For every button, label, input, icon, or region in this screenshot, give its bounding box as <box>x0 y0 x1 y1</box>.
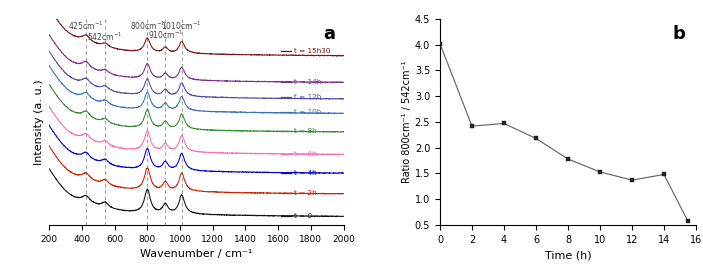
Text: t = 2h: t = 2h <box>294 190 316 196</box>
Text: t = 0: t = 0 <box>294 213 312 219</box>
Text: t = 8h: t = 8h <box>294 128 316 134</box>
Text: 542cm$^{-1}$: 542cm$^{-1}$ <box>87 30 123 43</box>
Text: b: b <box>673 25 685 43</box>
X-axis label: Wavenumber / cm⁻¹: Wavenumber / cm⁻¹ <box>140 249 252 259</box>
Text: t = 15h30: t = 15h30 <box>294 48 330 54</box>
Text: t = 12h: t = 12h <box>294 94 321 100</box>
Y-axis label: Ratio 800cm⁻¹ / 542cm⁻¹: Ratio 800cm⁻¹ / 542cm⁻¹ <box>402 61 412 183</box>
Text: t = 4h: t = 4h <box>294 170 316 176</box>
X-axis label: Time (h): Time (h) <box>545 250 591 260</box>
Text: a: a <box>323 25 335 43</box>
Text: 425cm$^{-1}$: 425cm$^{-1}$ <box>68 20 104 32</box>
Text: t = 14h: t = 14h <box>294 79 321 85</box>
Text: t = 6h: t = 6h <box>294 151 316 157</box>
Text: 800cm$^{-1}$: 800cm$^{-1}$ <box>129 20 165 32</box>
Text: 910cm$^{-1}$: 910cm$^{-1}$ <box>148 28 183 41</box>
Text: t = 10h: t = 10h <box>294 109 321 115</box>
Y-axis label: Intensity (a. u.): Intensity (a. u.) <box>34 79 44 165</box>
Text: 1010cm$^{-1}$: 1010cm$^{-1}$ <box>162 20 202 32</box>
